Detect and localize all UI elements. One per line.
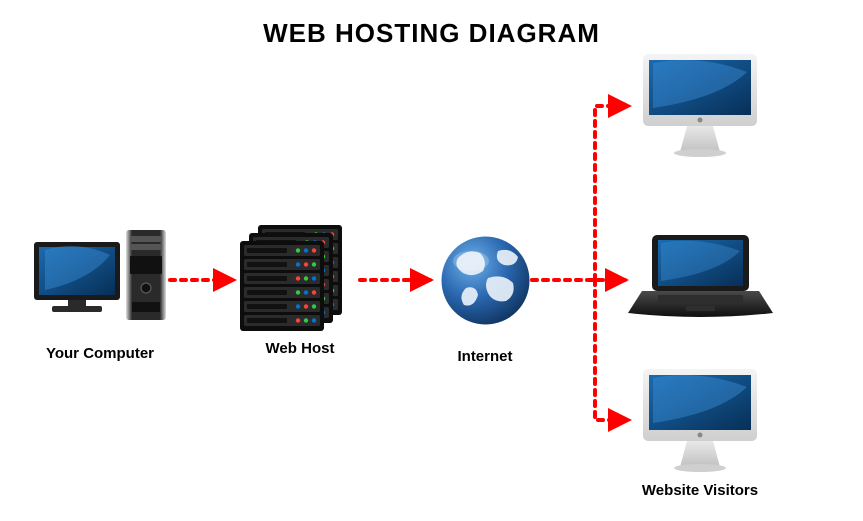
node-internet: Internet <box>438 233 533 328</box>
website-visitors-text: Website Visitors <box>642 482 758 499</box>
laptop-icon <box>628 233 773 318</box>
node-visitor-imac-top <box>635 50 765 160</box>
node-web-host-label: Web Host <box>220 340 380 357</box>
server-rack-icon <box>240 225 360 335</box>
globe-icon <box>438 233 533 328</box>
node-web-host: Web Host <box>240 225 360 335</box>
imac-icon <box>635 50 765 160</box>
imac-icon <box>635 365 765 475</box>
node-your-computer-label: Your Computer <box>20 345 180 362</box>
node-visitor-imac-bottom <box>635 365 765 475</box>
diagram-title: WEB HOSTING DIAGRAM <box>0 18 863 49</box>
node-visitor-laptop <box>628 233 773 318</box>
node-internet-label: Internet <box>405 348 565 365</box>
node-your-computer: Your Computer <box>30 230 170 330</box>
connection-arrow <box>595 280 628 420</box>
node-website-visitors-label: Website Visitors <box>620 482 780 499</box>
connection-arrow <box>595 106 628 280</box>
desktop-computer-icon <box>30 230 170 330</box>
